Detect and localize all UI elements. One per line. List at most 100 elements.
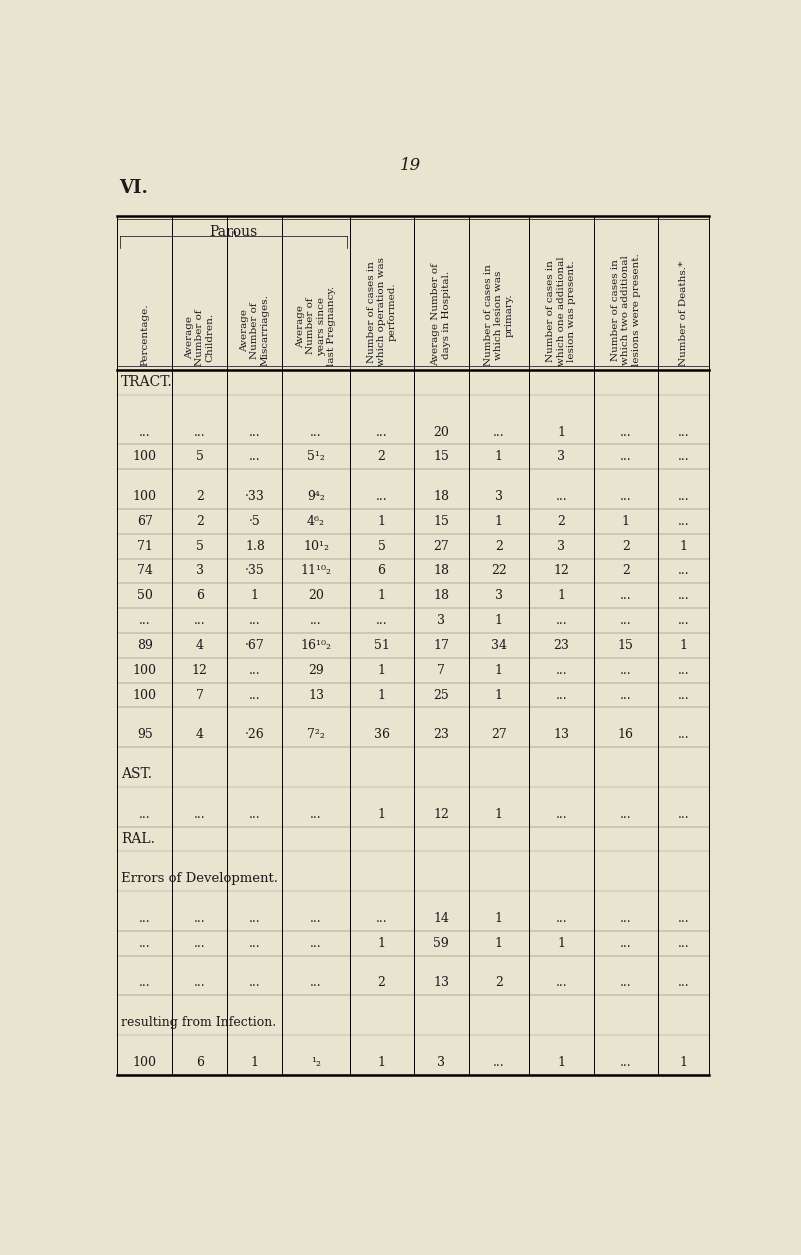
Text: 5: 5: [196, 540, 203, 552]
Text: 23: 23: [553, 639, 570, 651]
Text: ...: ...: [620, 912, 632, 925]
Text: 3: 3: [437, 614, 445, 628]
Text: 10¹₂: 10¹₂: [303, 540, 329, 552]
Text: 5: 5: [377, 540, 385, 552]
Text: 18: 18: [433, 489, 449, 503]
Text: 2: 2: [377, 451, 385, 463]
Text: 13: 13: [433, 976, 449, 989]
Text: 29: 29: [308, 664, 324, 676]
Text: 1: 1: [495, 912, 503, 925]
Text: 1: 1: [377, 515, 385, 528]
Text: 1: 1: [495, 451, 503, 463]
Text: 36: 36: [373, 728, 389, 742]
Text: 100: 100: [133, 489, 157, 503]
Text: ·26: ·26: [245, 728, 265, 742]
Text: 25: 25: [433, 689, 449, 702]
Text: 7: 7: [196, 689, 203, 702]
Text: 2: 2: [495, 540, 503, 552]
Text: 2: 2: [495, 976, 503, 989]
Text: 1.8: 1.8: [245, 540, 265, 552]
Text: 74: 74: [137, 565, 153, 577]
Text: 7: 7: [437, 664, 445, 676]
Text: 13: 13: [308, 689, 324, 702]
Text: ...: ...: [678, 614, 689, 628]
Text: 1: 1: [557, 936, 566, 950]
Text: 100: 100: [133, 689, 157, 702]
Text: 19: 19: [400, 157, 421, 173]
Text: 3: 3: [557, 540, 566, 552]
Text: ...: ...: [556, 489, 567, 503]
Text: 1: 1: [679, 540, 687, 552]
Text: 15: 15: [618, 639, 634, 651]
Text: 5: 5: [196, 451, 203, 463]
Text: 3: 3: [495, 590, 503, 602]
Text: 1: 1: [377, 936, 385, 950]
Text: 14: 14: [433, 912, 449, 925]
Text: 17: 17: [433, 639, 449, 651]
Text: 13: 13: [553, 728, 570, 742]
Text: 1: 1: [251, 1055, 259, 1069]
Text: ...: ...: [310, 976, 322, 989]
Text: 15: 15: [433, 515, 449, 528]
Text: 22: 22: [491, 565, 507, 577]
Text: ¹₂: ¹₂: [311, 1055, 321, 1069]
Text: ...: ...: [620, 808, 632, 821]
Text: ...: ...: [620, 664, 632, 676]
Text: 16: 16: [618, 728, 634, 742]
Text: 1: 1: [557, 590, 566, 602]
Text: 3: 3: [437, 1055, 445, 1069]
Text: 67: 67: [137, 515, 153, 528]
Text: ...: ...: [194, 976, 206, 989]
Text: Percentage.: Percentage.: [140, 304, 149, 366]
Text: 16¹⁰₂: 16¹⁰₂: [300, 639, 332, 651]
Text: 12: 12: [553, 565, 570, 577]
Text: ...: ...: [310, 614, 322, 628]
Text: 1: 1: [679, 1055, 687, 1069]
Text: ...: ...: [376, 489, 388, 503]
Text: 4: 4: [195, 639, 203, 651]
Text: ...: ...: [678, 590, 689, 602]
Text: 51: 51: [373, 639, 389, 651]
Text: 3: 3: [495, 489, 503, 503]
Text: ·35: ·35: [245, 565, 265, 577]
Text: ...: ...: [310, 912, 322, 925]
Text: Number of cases in
which two additional
lesions were present.: Number of cases in which two additional …: [611, 254, 641, 366]
Text: ...: ...: [678, 728, 689, 742]
Text: Parous: Parous: [209, 226, 258, 240]
Text: ...: ...: [139, 976, 151, 989]
Text: 1: 1: [495, 664, 503, 676]
Text: ...: ...: [194, 425, 206, 438]
Text: Number of cases in
which operation was
performed.: Number of cases in which operation was p…: [367, 257, 396, 366]
Text: ...: ...: [249, 689, 261, 702]
Text: 1: 1: [377, 590, 385, 602]
Text: 18: 18: [433, 565, 449, 577]
Text: ...: ...: [310, 425, 322, 438]
Text: 2: 2: [622, 565, 630, 577]
Text: 100: 100: [133, 1055, 157, 1069]
Text: 1: 1: [377, 664, 385, 676]
Text: ...: ...: [678, 808, 689, 821]
Text: 3: 3: [557, 451, 566, 463]
Text: ...: ...: [620, 976, 632, 989]
Text: 9⁴₂: 9⁴₂: [307, 489, 325, 503]
Text: 1: 1: [557, 425, 566, 438]
Text: 2: 2: [196, 489, 203, 503]
Text: 15: 15: [433, 451, 449, 463]
Text: 50: 50: [137, 590, 153, 602]
Text: 71: 71: [137, 540, 153, 552]
Text: 2: 2: [196, 515, 203, 528]
Text: 20: 20: [433, 425, 449, 438]
Text: ...: ...: [139, 912, 151, 925]
Text: ...: ...: [678, 936, 689, 950]
Text: ...: ...: [620, 489, 632, 503]
Text: ...: ...: [620, 936, 632, 950]
Text: ...: ...: [678, 565, 689, 577]
Text: ·33: ·33: [245, 489, 265, 503]
Text: 1: 1: [251, 590, 259, 602]
Text: 1: 1: [622, 515, 630, 528]
Text: ...: ...: [249, 451, 261, 463]
Text: 12: 12: [433, 808, 449, 821]
Text: ...: ...: [678, 515, 689, 528]
Text: 12: 12: [192, 664, 207, 676]
Text: 2: 2: [622, 540, 630, 552]
